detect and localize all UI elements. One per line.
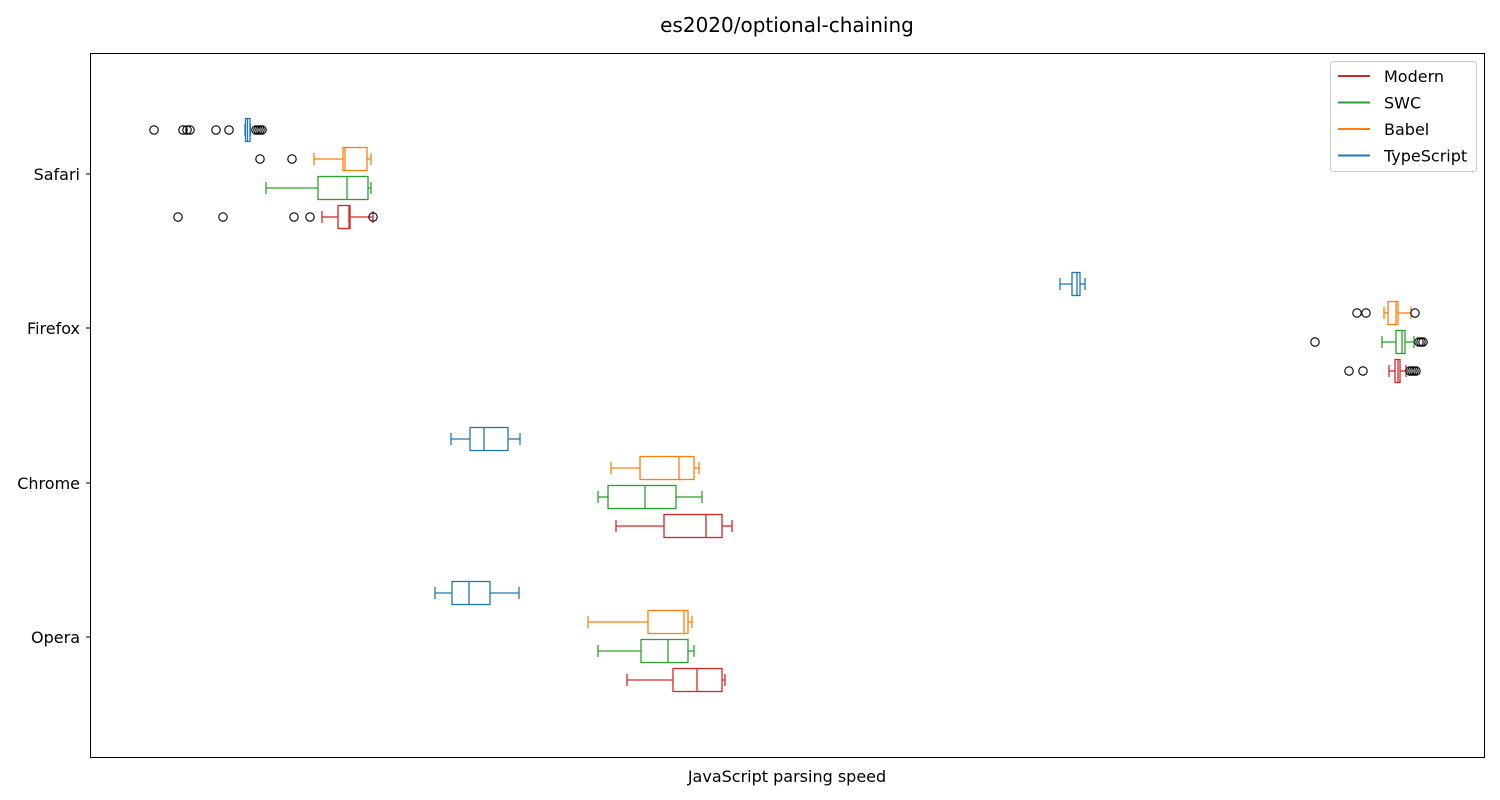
outlier-point [173,212,183,222]
box-opera-swc [597,638,695,664]
plot-area [90,53,1485,758]
outlier-point [257,125,267,135]
iqr-box [1071,271,1081,297]
legend-label: TypeScript [1383,147,1467,166]
outlier-point [224,125,234,135]
y-tick-label: Firefox [27,319,80,338]
legend-label: SWC [1384,94,1421,113]
iqr-box [639,455,695,481]
iqr-box [317,175,369,201]
outlier-point [1358,366,1368,376]
y-tick-label: Opera [31,628,80,647]
outlier-point [1352,308,1362,318]
box-chrome-typescript [450,426,521,452]
outlier-point [305,212,315,222]
box-firefox-babel [1352,300,1420,326]
box-group [149,117,1428,693]
iqr-box [451,580,491,606]
box-opera-modern [626,667,726,693]
outlier-point [1410,308,1420,318]
outlier-point [1344,366,1354,376]
outlier-point [289,212,299,222]
iqr-box [469,426,509,452]
box-opera-babel [587,609,693,635]
outlier-point [178,125,188,135]
outlier-point [211,125,221,135]
iqr-box [1387,300,1399,326]
outlier-point [255,154,265,164]
box-opera-typescript [434,580,520,606]
y-axis: Safari Firefox Chrome Opera [17,165,91,647]
outlier-point [368,212,378,222]
y-tick-label: Safari [34,165,80,184]
outlier-point [218,212,228,222]
legend-item-swc: SWC [1338,94,1421,113]
outlier-point [149,125,159,135]
iqr-box [663,513,723,539]
x-axis-label: JavaScript parsing speed [687,767,886,786]
outlier-point [1411,366,1421,376]
legend-item-typescript: TypeScript [1338,147,1467,166]
box-chrome-swc [597,484,703,510]
outlier-point [185,125,195,135]
outlier-point [1416,337,1426,347]
iqr-box [337,204,351,230]
box-safari-modern [173,204,378,230]
outlier-point [1418,337,1428,347]
box-firefox-modern [1344,358,1421,384]
box-firefox-typescript [1059,271,1086,297]
box-safari-swc [265,175,372,201]
iqr-box [342,146,368,172]
outlier-point [182,125,192,135]
legend: Modern SWC Babel TypeScript [1330,61,1477,172]
outlier-point [1361,308,1371,318]
iqr-box [647,609,689,635]
legend-item-modern: Modern [1338,67,1444,86]
legend-item-babel: Babel [1338,120,1429,139]
box-chrome-babel [610,455,700,481]
box-safari-typescript [149,117,267,143]
iqr-box [1395,329,1406,355]
legend-frame [1330,61,1477,172]
box-firefox-swc [1310,329,1428,355]
outlier-point [1310,337,1320,347]
y-tick-label: Chrome [17,474,80,493]
box-chrome-modern [615,513,733,539]
iqr-box [607,484,677,510]
legend-label: Modern [1384,67,1444,86]
iqr-box [640,638,689,664]
box-safari-babel [255,146,372,172]
outlier-point [287,154,297,164]
legend-label: Babel [1384,120,1429,139]
chart-title: es2020/optional-chaining [660,13,914,37]
